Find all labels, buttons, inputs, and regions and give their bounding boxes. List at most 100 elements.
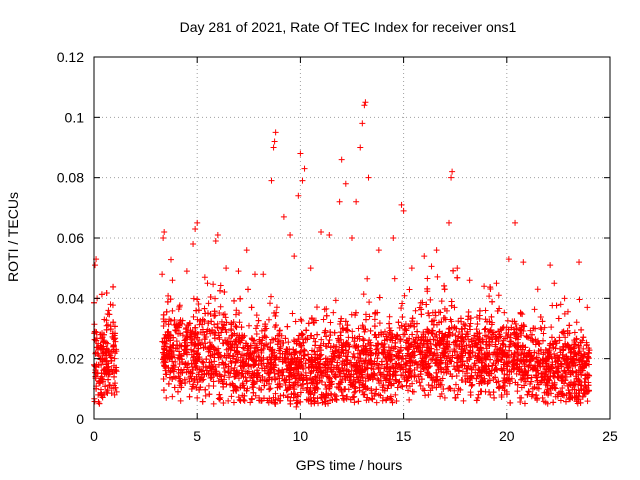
data-point xyxy=(561,310,568,317)
data-point xyxy=(252,325,259,332)
data-point xyxy=(193,307,200,314)
y-tick-label: 0.12 xyxy=(57,49,84,65)
data-point xyxy=(165,292,172,299)
data-point xyxy=(291,366,298,373)
data-point xyxy=(290,337,297,344)
data-point xyxy=(554,363,561,370)
data-point xyxy=(505,359,512,366)
data-point xyxy=(204,310,211,317)
data-point xyxy=(366,299,373,306)
data-point xyxy=(373,346,380,353)
data-point xyxy=(503,363,510,370)
data-point xyxy=(585,382,592,389)
data-point xyxy=(323,305,330,312)
data-point xyxy=(183,328,190,335)
data-point xyxy=(217,303,224,310)
data-point xyxy=(201,305,208,312)
data-point xyxy=(454,352,461,359)
data-point xyxy=(505,256,512,263)
data-point xyxy=(398,322,405,329)
data-point xyxy=(392,391,399,398)
data-point xyxy=(332,371,339,378)
data-point xyxy=(302,360,309,367)
data-point xyxy=(553,302,560,309)
data-point xyxy=(556,337,563,344)
data-point xyxy=(247,350,254,357)
data-point xyxy=(450,267,457,274)
data-point xyxy=(110,330,117,337)
data-point xyxy=(571,341,578,348)
data-point xyxy=(346,372,353,379)
data-point xyxy=(194,350,201,357)
data-point xyxy=(178,380,185,387)
data-point xyxy=(467,379,474,386)
data-point xyxy=(240,363,247,370)
data-point xyxy=(194,379,201,386)
data-point xyxy=(317,369,324,376)
data-point xyxy=(264,356,271,363)
data-point xyxy=(232,311,239,318)
data-point xyxy=(288,351,295,358)
data-point xyxy=(106,311,113,318)
data-point xyxy=(110,283,117,290)
data-point xyxy=(197,317,204,324)
data-point xyxy=(493,335,500,342)
data-point xyxy=(245,286,252,293)
data-point xyxy=(228,393,235,400)
data-point xyxy=(537,363,544,370)
data-point xyxy=(440,336,447,343)
data-point xyxy=(359,120,366,127)
data-point xyxy=(381,365,388,372)
data-point xyxy=(235,375,242,382)
data-point xyxy=(490,389,497,396)
data-point xyxy=(513,370,520,377)
data-point xyxy=(241,392,248,399)
data-point xyxy=(163,371,170,378)
data-point xyxy=(511,330,518,337)
data-point xyxy=(232,359,239,366)
data-point xyxy=(187,370,194,377)
data-point xyxy=(581,379,588,386)
data-point xyxy=(373,360,380,367)
data-point xyxy=(330,309,337,316)
data-point xyxy=(578,352,585,359)
data-point xyxy=(225,369,232,376)
data-point xyxy=(467,354,474,361)
data-point xyxy=(268,354,275,361)
data-point xyxy=(413,334,420,341)
data-point xyxy=(491,367,498,374)
data-point xyxy=(182,336,189,343)
data-point xyxy=(533,354,540,361)
y-axis-label: ROTI / TECUs xyxy=(5,192,21,282)
x-axis-label: GPS time / hours xyxy=(296,457,403,473)
data-point xyxy=(405,373,412,380)
data-point xyxy=(499,347,506,354)
data-point xyxy=(197,384,204,391)
data-point xyxy=(101,365,108,372)
data-point xyxy=(323,385,330,392)
data-point xyxy=(371,372,378,379)
y-tick-label: 0.1 xyxy=(65,109,85,125)
data-point xyxy=(536,341,543,348)
data-point xyxy=(287,366,294,373)
data-point xyxy=(517,358,524,365)
data-point xyxy=(254,374,261,381)
data-point xyxy=(177,330,184,337)
data-point xyxy=(426,312,433,319)
data-point xyxy=(318,368,325,375)
data-point xyxy=(241,345,248,352)
data-point xyxy=(357,144,364,151)
data-point xyxy=(101,338,108,345)
data-point xyxy=(343,326,350,333)
data-point xyxy=(452,394,459,401)
data-point xyxy=(437,309,444,316)
data-point xyxy=(520,343,527,350)
data-point xyxy=(419,351,426,358)
data-point xyxy=(559,391,566,398)
data-point xyxy=(168,256,175,263)
data-point xyxy=(338,349,345,356)
data-point xyxy=(264,343,271,350)
data-point xyxy=(297,348,304,355)
data-point xyxy=(293,403,300,410)
data-point xyxy=(563,353,570,360)
